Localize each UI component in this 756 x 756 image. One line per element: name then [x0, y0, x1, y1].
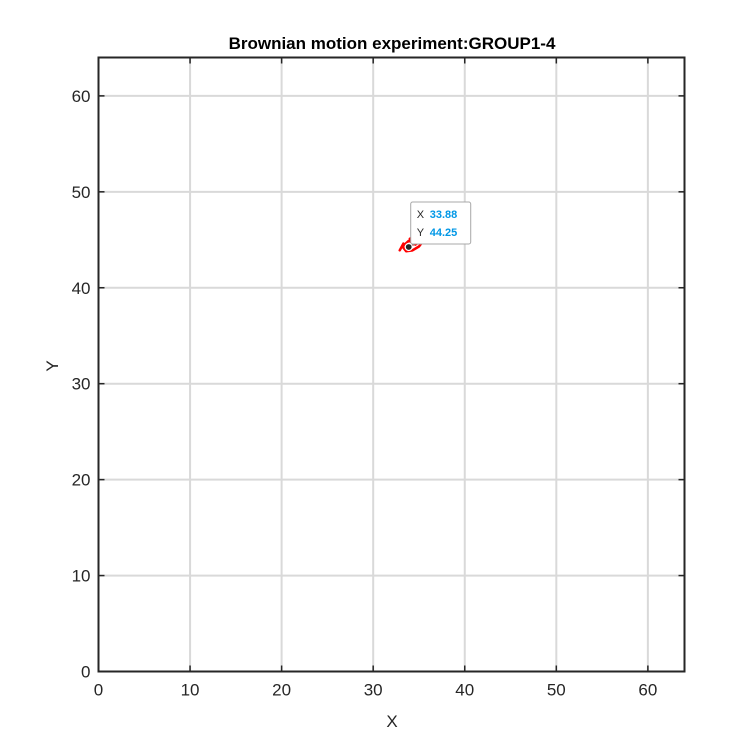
x-tick-label: 10 [181, 681, 200, 700]
x-tick-label: 20 [272, 681, 291, 700]
datatip-y-value: 44.25 [430, 227, 458, 239]
x-tick-label: 0 [94, 681, 103, 700]
y-tick-label: 20 [72, 471, 91, 490]
y-tick-label: 0 [81, 663, 90, 682]
y-axis-label: Y [43, 360, 62, 371]
tick-marks [97, 57, 685, 673]
datatip-y-key: Y [417, 227, 425, 239]
y-tick-label: 50 [72, 183, 91, 202]
datatip[interactable]: X 33.88 Y 44.25 [404, 201, 472, 252]
datatip-x-value: 33.88 [430, 209, 458, 221]
plot-area [98, 57, 685, 672]
y-tick-labels: 0 10 20 30 40 50 60 [72, 87, 91, 682]
y-tick-label: 60 [72, 87, 91, 106]
chart-title: Brownian motion experiment:GROUP1-4 [229, 34, 556, 53]
datatip-box [410, 201, 472, 245]
datatip-x-key: X [417, 209, 425, 221]
datatip-marker[interactable] [404, 242, 413, 252]
x-tick-label: 30 [364, 681, 383, 700]
y-tick-label: 30 [72, 375, 91, 394]
x-axis-label: X [386, 712, 397, 731]
x-tick-label: 50 [547, 681, 566, 700]
x-tick-labels: 0 10 20 30 40 50 60 [94, 681, 658, 700]
y-tick-label: 40 [72, 279, 91, 298]
y-tick-label: 10 [72, 567, 91, 586]
x-tick-label: 40 [455, 681, 474, 700]
x-tick-label: 60 [638, 681, 657, 700]
axes-box [97, 56, 686, 673]
